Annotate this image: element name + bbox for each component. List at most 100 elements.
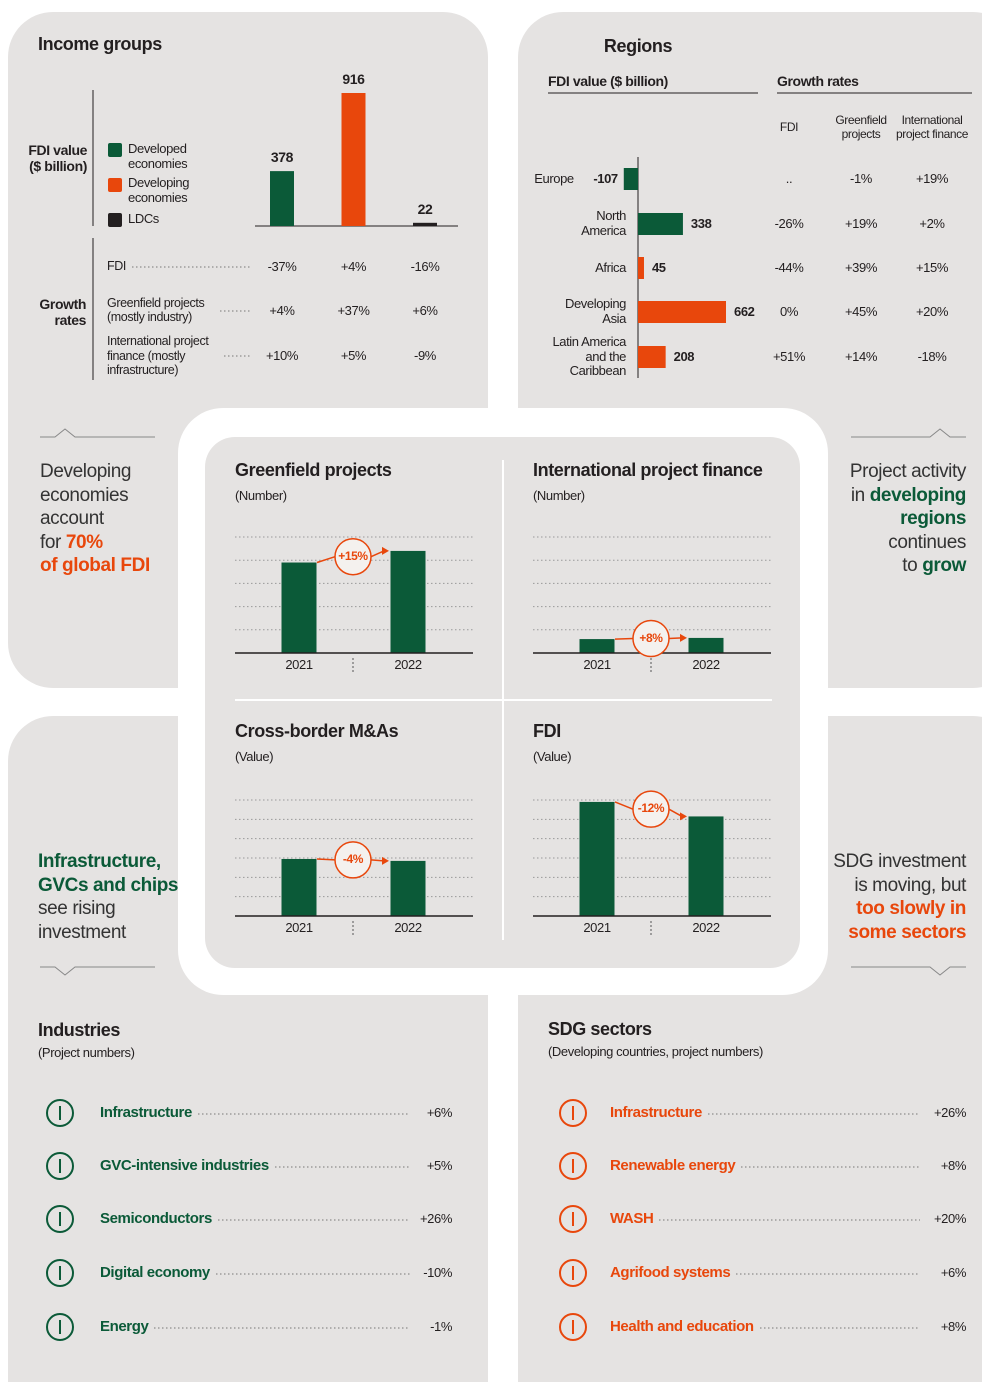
axis-label: Growth rates (39, 295, 86, 328)
axis-label: FDI value ($ billion) (28, 141, 87, 174)
bar (579, 639, 615, 653)
change-arrow (668, 808, 683, 818)
column-header: Growth rates (777, 73, 859, 89)
item-label: Semiconductors (100, 1210, 212, 1228)
change-badge (334, 841, 372, 879)
note: Infrastructure, GVCs and chips see rising i… (38, 850, 258, 944)
growth-value: +45% (844, 303, 877, 319)
change-label: +15% (338, 548, 368, 563)
growth-value: +19% (844, 215, 877, 231)
note-text: grow (922, 555, 966, 576)
column-header: International project finance (895, 113, 969, 141)
change-badge (632, 619, 670, 658)
note-line: see rising (38, 897, 258, 921)
item-label: Energy (100, 1318, 149, 1336)
note-line: Infrastructure, (38, 850, 258, 874)
growth-value: +37% (337, 302, 370, 318)
growth-value: +5% (340, 347, 367, 363)
note-text: to (902, 555, 923, 576)
panel-subtitle: (Value) (533, 749, 572, 764)
item-value: +8% (940, 1157, 967, 1173)
bar (270, 171, 294, 226)
item-value: +26% (419, 1210, 452, 1226)
note-text: Project activity (849, 461, 966, 482)
note-text: some sectors (848, 921, 966, 943)
arrow-head (382, 856, 389, 865)
item-label: Digital economy (100, 1264, 210, 1282)
note-text: 70% (65, 531, 103, 553)
panel-title: Cross-border M&As (235, 721, 399, 741)
region-label: Europe (534, 170, 574, 186)
note-line: Project activity (746, 460, 966, 484)
bar (390, 550, 426, 653)
growth-value: +4% (340, 258, 367, 274)
growth-value: -18% (917, 348, 947, 364)
note-line: is moving, but (746, 874, 966, 898)
note-text: for (40, 531, 66, 553)
chevron-divider (851, 428, 966, 438)
icon (559, 1099, 587, 1127)
item-label: Agrifood systems (610, 1264, 731, 1282)
growth-value: -37% (267, 258, 297, 274)
bar (623, 168, 638, 190)
value-label: 338 (690, 215, 712, 231)
bar (638, 301, 726, 323)
growth-value: -1% (850, 170, 872, 186)
note-text: in (850, 484, 870, 506)
legend-label: Developing economies (128, 175, 190, 205)
bar (638, 257, 644, 279)
bar (638, 346, 666, 368)
icon (46, 1313, 74, 1341)
bar (579, 801, 615, 916)
note-text: continues (888, 531, 966, 553)
growth-value: +20% (915, 303, 948, 319)
panel-title: International project finance (533, 460, 763, 480)
item-value: +20% (933, 1210, 966, 1226)
panel-subtitle: (Value) (235, 749, 274, 764)
bar (688, 816, 724, 916)
legend-swatch (108, 178, 122, 192)
icon (46, 1259, 74, 1287)
change-arrow (316, 556, 336, 564)
note-text: investment (38, 921, 126, 943)
section-title: Income groups (38, 34, 162, 54)
note-text: developing (869, 484, 967, 506)
growth-value: +4% (269, 302, 295, 318)
icon (559, 1205, 587, 1233)
legend-swatch (108, 143, 122, 157)
section-subtitle: (Developing countries, project numbers) (548, 1044, 763, 1059)
note-line: too slowly in (746, 897, 966, 921)
change-arrow (668, 637, 683, 640)
change-badge (632, 790, 670, 828)
chevron-divider (851, 966, 966, 976)
change-arrow (370, 859, 385, 862)
note: Project activity in developing regions cont… (746, 460, 966, 578)
note-text: GVCs and chips (38, 874, 179, 896)
value-label: 916 (342, 70, 365, 87)
change-arrow (316, 858, 336, 861)
column-header: Greenfield projects (835, 113, 887, 141)
change-label: -12% (637, 801, 665, 816)
note-text: Developing (40, 461, 132, 482)
legend-swatch (108, 213, 122, 227)
growth-value: +51% (772, 348, 805, 364)
note-line: economies (40, 484, 260, 508)
note-line: continues (746, 531, 966, 555)
x-tick-label: 2021 (583, 919, 611, 935)
growth-value: +6% (412, 302, 438, 318)
growth-value: -26% (774, 215, 804, 231)
note-line: some sectors (746, 921, 966, 945)
bar (281, 858, 317, 916)
note-text: SDG investment (833, 851, 966, 872)
note-line: GVCs and chips (38, 874, 258, 898)
note: SDG investment is moving, but too slowly i… (746, 850, 966, 944)
note-line: regions (746, 507, 966, 531)
chevron-divider (40, 966, 155, 976)
value-label: 45 (651, 259, 666, 275)
growth-value: .. (785, 170, 793, 186)
item-value: +8% (940, 1318, 967, 1334)
note-line: SDG investment (746, 850, 966, 874)
item-value: -10% (423, 1264, 452, 1280)
bar (413, 222, 437, 226)
legend-label: Developed economies (128, 141, 188, 171)
